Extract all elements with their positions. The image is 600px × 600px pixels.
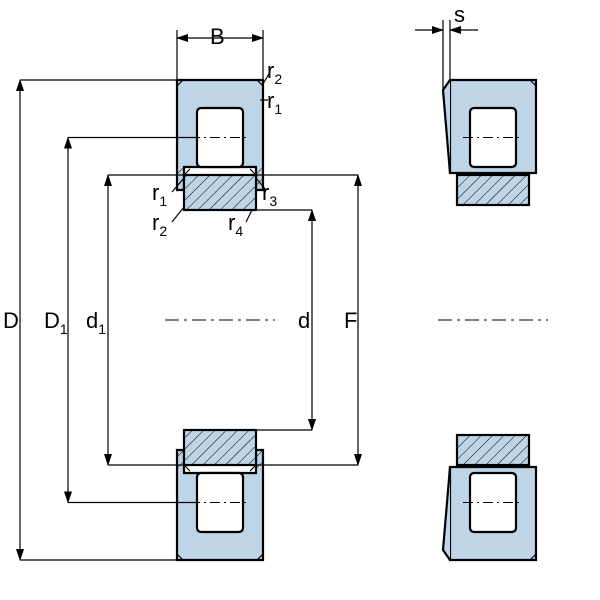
roller-bottom xyxy=(190,473,250,532)
label-r4-right: r4 xyxy=(228,210,243,239)
right-view xyxy=(438,80,548,560)
inner-ring-lower-r xyxy=(457,435,529,465)
label-r2-left: r2 xyxy=(152,210,167,239)
label-F: F xyxy=(344,308,357,333)
bearing-diagram: B D D1 d1 d F s r2 r1 r1 r2 r3 r4 xyxy=(0,0,600,600)
label-r3-right: r3 xyxy=(262,180,277,209)
label-d1: d1 xyxy=(86,308,106,337)
label-D1: D1 xyxy=(44,308,68,337)
label-r1-top: r1 xyxy=(267,88,282,117)
labels: B D D1 d1 d F s r2 r1 r1 r2 r3 r4 xyxy=(3,2,465,337)
roller-bottom-r xyxy=(463,473,523,532)
label-s: s xyxy=(454,2,465,27)
roller-top xyxy=(190,108,250,167)
label-B: B xyxy=(210,24,225,49)
inner-ring-upper xyxy=(184,169,256,210)
label-D: D xyxy=(3,308,19,333)
inner-ring-upper-r xyxy=(457,175,529,205)
inner-ring-lower xyxy=(184,430,256,471)
roller-top-r xyxy=(463,108,523,167)
left-view xyxy=(165,80,275,560)
label-r1-left: r1 xyxy=(152,180,167,209)
label-d: d xyxy=(298,308,310,333)
